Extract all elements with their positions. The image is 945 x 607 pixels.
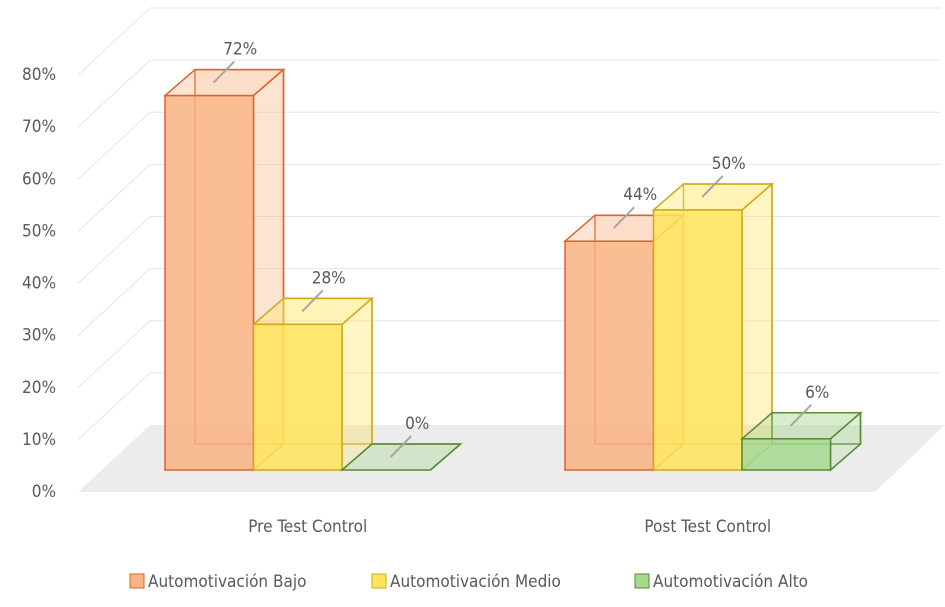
bar: [652, 209, 743, 471]
y-tick-label: 60%: [22, 169, 56, 189]
data-label: 44%: [623, 185, 657, 205]
grid-line: [77, 163, 940, 232]
leader-line: [301, 289, 324, 313]
x-tick-label: Pre Test Control: [248, 517, 367, 537]
legend-swatch: [371, 573, 387, 589]
leader-line: [612, 206, 635, 229]
y-tick-label: 30%: [22, 326, 56, 346]
legend-label: Automotivación Alto: [653, 572, 808, 592]
data-label: 50%: [712, 154, 746, 174]
x-tick-label: Post Test Control: [644, 517, 771, 537]
legend-label: Automotivación Bajo: [148, 572, 306, 592]
legend-label: Automotivación Medio: [390, 572, 561, 592]
data-label: 6%: [805, 383, 829, 403]
bar: [564, 240, 655, 471]
bar: [252, 323, 343, 471]
leader-line: [212, 60, 235, 84]
legend-swatch: [634, 573, 650, 589]
leader-line: [789, 404, 812, 427]
leader-line: [389, 435, 412, 458]
grid-line: [77, 59, 940, 128]
data-label: 72%: [223, 40, 257, 60]
bar: [164, 94, 255, 471]
data-label: 28%: [312, 268, 346, 288]
y-tick-label: 10%: [22, 430, 56, 450]
leader-line: [701, 175, 724, 198]
legend-swatch: [129, 573, 145, 589]
y-tick-label: 80%: [22, 65, 56, 85]
bar-side: [341, 296, 373, 472]
grid-line: [77, 111, 940, 180]
y-tick-label: 50%: [22, 221, 56, 241]
y-tick-label: 20%: [22, 378, 56, 398]
y-tick-label: 40%: [22, 274, 56, 294]
bar: [741, 438, 832, 471]
y-tick-label: 0%: [32, 482, 56, 502]
bar-top: [339, 443, 463, 471]
grid-line: [77, 7, 940, 76]
data-label: 0%: [405, 414, 429, 434]
y-tick-label: 70%: [22, 117, 56, 137]
